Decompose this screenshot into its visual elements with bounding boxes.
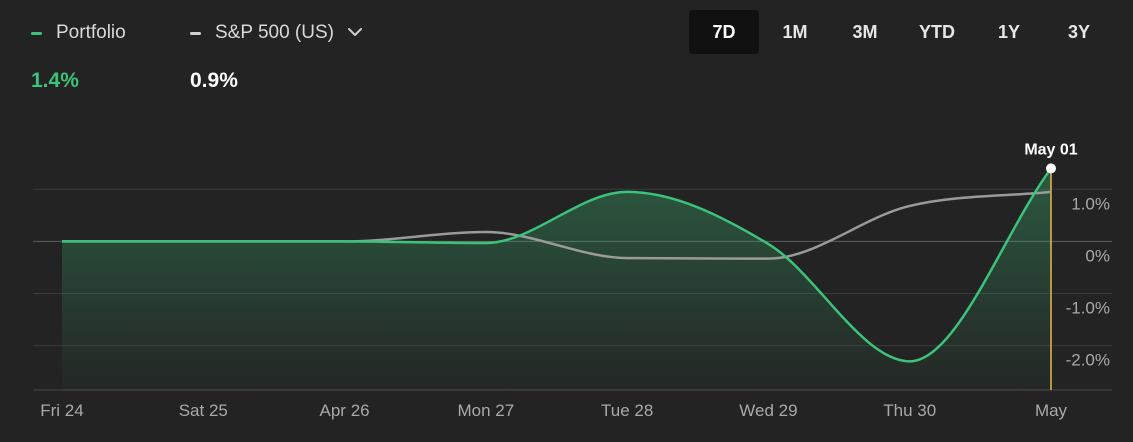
range-button-3m[interactable]: 3M — [852, 21, 878, 42]
portfolio-line-icon — [31, 31, 42, 35]
y-tick-label: -1.0% — [1066, 299, 1110, 318]
x-tick-label: Apr 26 — [320, 401, 370, 420]
range-button-3y[interactable]: 3Y — [1067, 21, 1091, 42]
x-tick-label: Fri 24 — [40, 401, 83, 420]
x-tick-label: May — [1035, 401, 1068, 420]
hover-point — [1046, 163, 1056, 174]
x-tick-label: Sat 25 — [179, 401, 228, 420]
range-button-1m[interactable]: 1M — [782, 21, 808, 42]
chevron-down-icon[interactable] — [347, 24, 362, 42]
benchmark-line-icon — [190, 31, 201, 35]
benchmark-selector[interactable]: S&P 500 (US) — [190, 22, 362, 44]
x-tick-label: Tue 28 — [601, 401, 653, 420]
range-button-7d[interactable]: 7D — [689, 10, 759, 54]
range-button-ytd[interactable]: YTD — [919, 21, 955, 42]
time-range-selector: 7D 1M 3M YTD 1Y 3Y — [687, 10, 1113, 54]
portfolio-series-line — [61, 167, 1053, 363]
y-tick-label: -2.0% — [1066, 351, 1110, 370]
legend-portfolio[interactable]: Portfolio — [31, 22, 126, 44]
x-tick-label: Wed 29 — [739, 401, 797, 420]
legend-portfolio-label: Portfolio — [56, 22, 126, 43]
x-tick-label: Mon 27 — [458, 401, 515, 420]
y-tick-label: 1.0% — [1071, 194, 1110, 213]
benchmark-label: S&P 500 (US) — [215, 22, 334, 43]
benchmark-return-value: 0.9% — [190, 69, 238, 92]
hover-date-label: May 01 — [1024, 141, 1077, 158]
portfolio-return-value: 1.4% — [31, 69, 79, 92]
y-tick-label: 0% — [1085, 246, 1110, 265]
x-tick-label: Thu 30 — [883, 401, 936, 420]
portfolio-area-fill — [62, 168, 1051, 390]
range-button-1y[interactable]: 1Y — [997, 21, 1021, 42]
